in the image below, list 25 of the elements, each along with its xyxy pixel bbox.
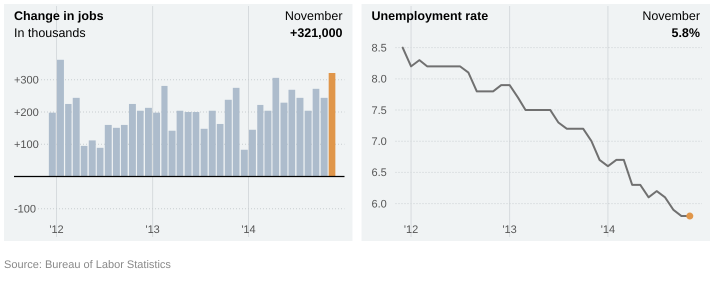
y-tick-label: +200: [14, 106, 39, 119]
y-tick-label: 6.5: [372, 167, 387, 180]
x-tick-label: '13: [145, 224, 160, 236]
annotation: +321,000: [290, 26, 343, 40]
y-tick-label: 7.5: [372, 104, 387, 117]
y-tick-label: -100: [14, 204, 36, 216]
y-tick-label: 8.5: [372, 42, 387, 55]
annotation: November: [284, 9, 342, 23]
annotation: 5.8%: [672, 26, 700, 40]
chart-title: Change in jobs: [14, 9, 104, 23]
bar: [328, 73, 336, 177]
text: In thousands: [14, 26, 86, 40]
x-tick-label: '14: [600, 224, 616, 236]
y-tick-label: 7.0: [372, 136, 387, 148]
chart-title: Unemployment rate: [372, 9, 488, 23]
y-tick-label: 8.0: [372, 74, 387, 86]
x-tick-label: '12: [49, 224, 64, 236]
y-tick-label: +300: [14, 74, 39, 87]
y-tick-label: 6.0: [372, 198, 387, 210]
x-tick-label: '12: [404, 224, 418, 236]
source-note: Source: Bureau of Labor Statistics: [4, 259, 172, 271]
x-tick-label: '14: [241, 224, 256, 236]
y-tick-label: +100: [14, 139, 39, 152]
annotation: November: [642, 9, 700, 23]
x-tick-label: '13: [502, 224, 517, 236]
